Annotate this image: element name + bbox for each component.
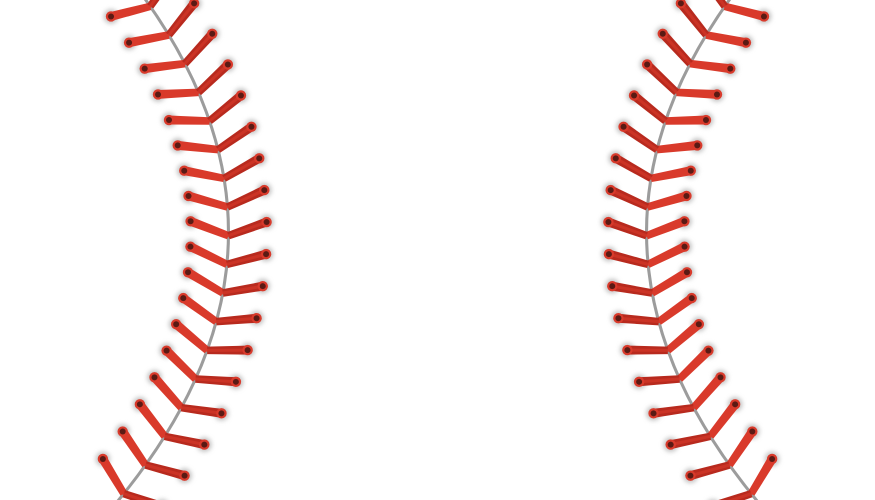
right-stitch bbox=[603, 182, 694, 211]
left-stitch bbox=[170, 119, 259, 154]
left-stitch bbox=[161, 87, 249, 128]
left-stitch bbox=[182, 239, 274, 268]
left-stitch bbox=[95, 451, 166, 500]
right-stitch bbox=[673, 0, 754, 51]
right-stitch bbox=[604, 264, 695, 297]
left-stitch bbox=[115, 424, 193, 484]
right-stitch bbox=[709, 451, 780, 500]
left-stitch bbox=[150, 56, 236, 102]
left-seam bbox=[95, 0, 275, 500]
right-stitch bbox=[639, 56, 725, 102]
left-stitch bbox=[176, 150, 267, 182]
left-stitch bbox=[175, 290, 265, 326]
right-stitch bbox=[610, 290, 700, 326]
left-stitch bbox=[180, 264, 271, 297]
right-stitch bbox=[646, 369, 728, 421]
left-stitch bbox=[103, 0, 160, 24]
left-stitch bbox=[121, 0, 202, 51]
right-stitch bbox=[663, 396, 743, 453]
left-stitch bbox=[168, 316, 256, 358]
right-stitch bbox=[608, 150, 699, 182]
left-stitch bbox=[181, 182, 272, 211]
right-stitch bbox=[682, 424, 760, 484]
right-stitch bbox=[655, 26, 738, 77]
right-stitch bbox=[601, 239, 693, 268]
right-stitch bbox=[631, 343, 716, 390]
right-seam bbox=[600, 0, 780, 500]
right-stitch bbox=[626, 87, 714, 128]
right-stitch bbox=[715, 0, 772, 24]
left-stitch bbox=[147, 369, 229, 421]
right-stitch bbox=[616, 119, 705, 154]
right-stitch bbox=[600, 213, 692, 240]
left-stitch bbox=[159, 343, 244, 390]
left-stitch bbox=[132, 396, 212, 453]
right-stitch bbox=[619, 316, 707, 358]
left-stitch bbox=[183, 213, 275, 240]
left-stitch bbox=[137, 26, 220, 77]
